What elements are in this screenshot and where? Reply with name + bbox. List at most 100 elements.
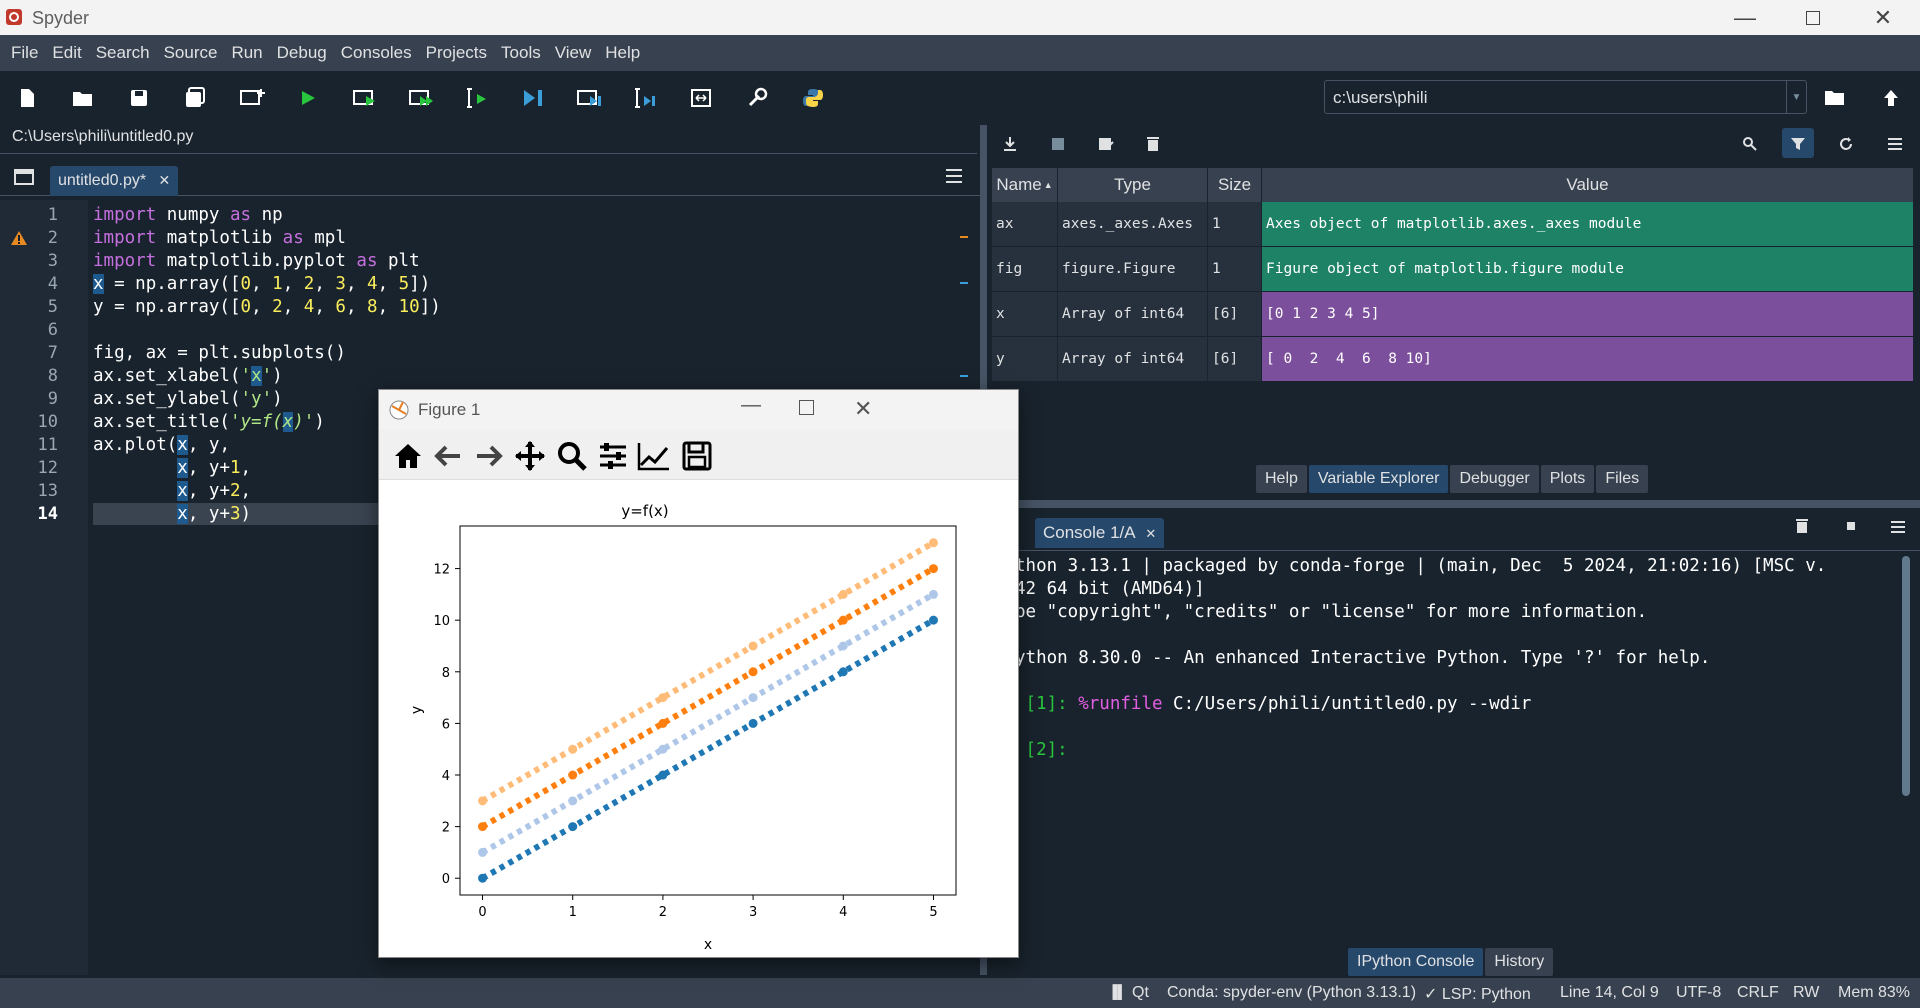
refresh-icon[interactable] [1838, 136, 1854, 152]
preferences-icon[interactable] [742, 83, 772, 113]
menu-debug[interactable]: Debug [276, 43, 327, 62]
python-path-icon[interactable] [798, 83, 828, 113]
menu-source[interactable]: Source [163, 43, 218, 62]
save-figure-icon[interactable] [679, 438, 715, 474]
debug-selection-icon[interactable] [630, 83, 660, 113]
tab-files[interactable]: Files [1596, 465, 1649, 493]
restore-button[interactable] [1778, 0, 1848, 35]
new-file-icon[interactable] [12, 83, 42, 113]
menu-view[interactable]: View [554, 43, 592, 62]
table-cell-name[interactable]: fig [992, 247, 1058, 292]
table-cell-name[interactable]: y [992, 337, 1058, 382]
table-cell-name[interactable]: x [992, 292, 1058, 337]
run-cell-advance-icon[interactable] [406, 83, 436, 113]
options-menu-icon[interactable] [1887, 137, 1903, 151]
column-header-name[interactable]: Name ▲ [992, 168, 1058, 202]
table-cell-name[interactable]: ax [992, 202, 1058, 247]
column-header-type[interactable]: Type [1058, 168, 1208, 202]
table-cell-value[interactable]: [ 0 2 4 6 8 10] [1262, 337, 1914, 382]
tab-history[interactable]: History [1485, 948, 1554, 976]
table-cell-type[interactable]: axes._axes.Axes [1058, 202, 1208, 247]
console-input-line[interactable]: [2]: [1015, 740, 1078, 760]
table-cell-size[interactable]: [6] [1208, 292, 1262, 337]
code-line: ax.set_ylabel('y') [93, 389, 283, 409]
menu-edit[interactable]: Edit [52, 43, 82, 62]
table-cell-value[interactable]: Axes object of matplotlib.axes._axes mod… [1262, 202, 1914, 247]
browse-tabs-icon[interactable] [14, 168, 34, 186]
save-data-as-icon[interactable] [1097, 136, 1115, 152]
chevron-down-icon[interactable]: ▼ [1786, 81, 1806, 113]
trash-icon[interactable] [1146, 136, 1160, 152]
status-conda-env[interactable]: Conda: spyder-env (Python 3.13.1) [1167, 984, 1417, 1001]
minimize-button[interactable]: — [741, 394, 761, 416]
menu-search[interactable]: Search [95, 43, 150, 62]
stop-icon[interactable] [1845, 520, 1857, 532]
browse-dir-icon[interactable] [1820, 83, 1850, 113]
table-cell-size[interactable]: 1 [1208, 247, 1262, 292]
minimize-button[interactable]: — [1734, 4, 1756, 30]
editor-tab-untitled0[interactable]: untitled0.py* ✕ [50, 166, 179, 196]
menu-file[interactable]: File [11, 43, 39, 62]
console-input-line[interactable]: [1]: %runfile C:/Users/phili/untitled0.p… [1015, 694, 1532, 714]
save-icon[interactable] [124, 83, 154, 113]
tab-plots[interactable]: Plots [1540, 465, 1595, 493]
menu-consoles[interactable]: Consoles [340, 43, 412, 62]
save-data-icon[interactable] [1050, 136, 1066, 152]
column-header-value[interactable]: Value [1262, 168, 1914, 202]
line-number: 10 [37, 412, 58, 432]
run-cell-icon[interactable] [350, 83, 380, 113]
run-icon[interactable] [293, 83, 323, 113]
open-file-icon[interactable] [68, 83, 98, 113]
close-button[interactable]: ✕ [1873, 4, 1893, 30]
console-scrollbar[interactable] [1900, 556, 1912, 926]
plot-area [459, 525, 957, 896]
close-tab-icon[interactable]: ✕ [1145, 526, 1157, 541]
debug-cell-icon[interactable] [574, 83, 604, 113]
maximize-button[interactable] [799, 400, 814, 415]
tab-ipython-console[interactable]: IPython Console [1348, 948, 1484, 976]
forward-icon[interactable] [471, 438, 507, 474]
save-all-icon[interactable] [180, 83, 210, 113]
home-icon[interactable] [390, 438, 426, 474]
new-cell-icon[interactable] [237, 83, 267, 113]
run-selection-icon[interactable] [462, 83, 492, 113]
tab-help[interactable]: Help [1256, 465, 1307, 493]
options-menu-icon[interactable] [945, 168, 963, 184]
filter-icon[interactable] [1790, 136, 1806, 152]
menu-tools[interactable]: Tools [501, 43, 541, 62]
back-icon[interactable] [430, 438, 466, 474]
clear-console-icon[interactable] [1795, 518, 1809, 534]
table-cell-type[interactable]: Array of int64 [1058, 337, 1208, 382]
menu-projects[interactable]: Projects [425, 43, 488, 62]
table-cell-value[interactable]: Figure object of matplotlib.figure modul… [1262, 247, 1914, 292]
tab-debugger[interactable]: Debugger [1450, 465, 1539, 493]
status-eol: CRLF [1737, 984, 1779, 1001]
maximize-pane-icon[interactable] [686, 83, 716, 113]
tab-variable-explorer[interactable]: Variable Explorer [1308, 465, 1449, 493]
menu-help[interactable]: Help [605, 43, 641, 62]
column-header-size[interactable]: Size [1208, 168, 1262, 202]
table-cell-size[interactable]: 1 [1208, 202, 1262, 247]
options-menu-icon[interactable] [1890, 520, 1906, 534]
line-number: 5 [47, 297, 58, 317]
zoom-icon[interactable] [554, 438, 590, 474]
table-cell-value[interactable]: [0 1 2 3 4 5] [1262, 292, 1914, 337]
pan-icon[interactable] [512, 438, 548, 474]
table-cell-type[interactable]: figure.Figure [1058, 247, 1208, 292]
parent-dir-icon[interactable] [1876, 83, 1906, 113]
search-icon[interactable] [1742, 136, 1758, 152]
configure-subplots-icon[interactable] [595, 438, 631, 474]
edit-axis-icon[interactable] [636, 438, 672, 474]
close-tab-icon[interactable]: ✕ [158, 172, 171, 188]
warning-icon[interactable] [10, 230, 28, 246]
working-directory-input[interactable]: c:\users\phili ▼ [1324, 80, 1807, 114]
table-cell-size[interactable]: [6] [1208, 337, 1262, 382]
table-cell-type[interactable]: Array of int64 [1058, 292, 1208, 337]
close-button[interactable]: ✕ [854, 396, 873, 421]
debug-icon[interactable] [518, 83, 548, 113]
import-data-icon[interactable] [1002, 136, 1018, 152]
menu-run[interactable]: Run [231, 43, 263, 62]
console-tab[interactable]: Console 1/A ✕ [1035, 518, 1165, 548]
